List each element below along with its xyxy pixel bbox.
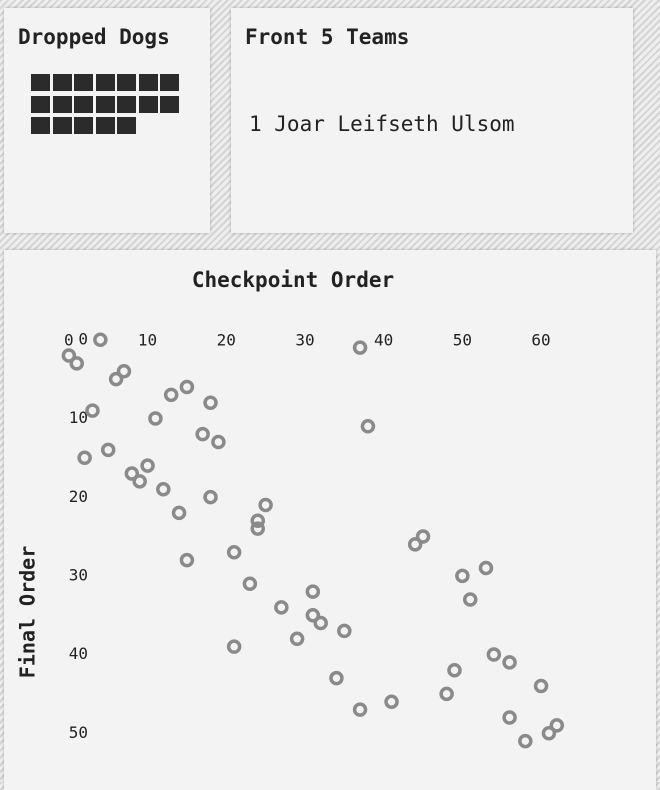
point: [541, 725, 557, 741]
point: [179, 552, 195, 568]
dropped-dogs-panel: Dropped Dogs: [4, 8, 210, 233]
dog-square: [138, 95, 158, 113]
point: [518, 733, 533, 749]
point: [116, 363, 132, 379]
team-list: 1 Joar Leifseth Ulsom: [249, 112, 515, 136]
dog-square: [52, 95, 72, 113]
dog-square: [52, 117, 72, 134]
y-tick-label: 30: [69, 565, 88, 584]
y-tick-label: 50: [69, 723, 88, 742]
point: [455, 568, 470, 584]
point: [156, 482, 171, 497]
x-tick-label: 50: [453, 331, 472, 350]
dog-square: [74, 95, 93, 113]
point: [502, 655, 517, 670]
point: [313, 615, 328, 631]
point: [289, 631, 305, 647]
y-tick-label: 0: [78, 329, 88, 348]
point: [100, 442, 116, 458]
point: [203, 489, 218, 505]
point: [148, 411, 163, 426]
point: [352, 702, 368, 717]
point: [305, 607, 321, 623]
x-tick-label: 20: [217, 331, 236, 350]
point: [462, 592, 478, 607]
point: [549, 718, 565, 733]
point: [384, 694, 399, 710]
dog-square: [117, 74, 136, 91]
dog-square: [160, 74, 179, 91]
x-tick-label: 40: [374, 331, 393, 350]
dog-square: [31, 117, 50, 134]
point: [478, 560, 494, 576]
chart-title: Checkpoint Order: [192, 268, 394, 292]
team-item: 1 Joar Leifseth Ulsom: [249, 112, 515, 136]
point: [258, 497, 273, 513]
point: [195, 426, 210, 442]
point: [93, 332, 108, 347]
front-teams-panel: Front 5 Teams 1 Joar Leifseth Ulsom: [231, 8, 633, 233]
point: [274, 600, 289, 615]
point: [407, 537, 423, 552]
point: [447, 663, 462, 678]
dog-square: [117, 117, 136, 134]
point: [163, 387, 179, 403]
point: [179, 379, 195, 395]
point: [132, 474, 147, 489]
dog-square: [138, 74, 158, 91]
point: [352, 340, 368, 355]
point: [486, 647, 502, 662]
point: [360, 419, 376, 434]
point: [140, 458, 155, 473]
y-axis-label: Final Order: [16, 546, 40, 678]
chart-panel: Checkpoint Order Final Order 0 10 20 30 40 50…: [4, 250, 656, 790]
point: [226, 639, 242, 654]
point: [415, 529, 431, 544]
point: [211, 434, 226, 450]
point: [439, 686, 454, 702]
point: [250, 521, 265, 536]
dog-square: [95, 74, 115, 91]
point: [61, 348, 77, 363]
y-tick-label: 10: [69, 408, 88, 427]
point: [250, 513, 265, 528]
x-tick-label: 10: [138, 331, 157, 350]
dog-square: [160, 95, 179, 113]
point: [533, 678, 549, 694]
x-tick-label: 0: [64, 331, 74, 350]
x-tick-label: 60: [531, 331, 550, 350]
dog-square: [52, 74, 72, 91]
point: [69, 356, 84, 371]
x-tick-label: 30: [295, 331, 314, 350]
y-tick-label: 40: [69, 644, 88, 663]
point: [305, 584, 321, 599]
point: [242, 576, 258, 591]
point: [108, 371, 124, 387]
dog-square: [117, 95, 136, 113]
panel-title: Dropped Dogs: [18, 25, 170, 49]
dog-square: [31, 95, 50, 113]
point: [502, 710, 517, 725]
dog-square: [74, 117, 93, 134]
panel-title: Front 5 Teams: [245, 25, 410, 49]
dog-square: [95, 117, 115, 134]
point: [77, 450, 92, 466]
dog-square: [74, 74, 93, 91]
dog-square: [95, 95, 115, 113]
chart: Checkpoint Order Final Order 0 10 20 30 40 50…: [16, 268, 565, 749]
point: [203, 395, 218, 410]
point: [329, 670, 344, 686]
point: [337, 623, 352, 639]
point: [226, 544, 242, 560]
dog-square: [31, 74, 50, 91]
point: [171, 505, 187, 521]
point: [85, 403, 100, 418]
point: [124, 466, 140, 481]
y-tick-label: 20: [69, 487, 88, 506]
